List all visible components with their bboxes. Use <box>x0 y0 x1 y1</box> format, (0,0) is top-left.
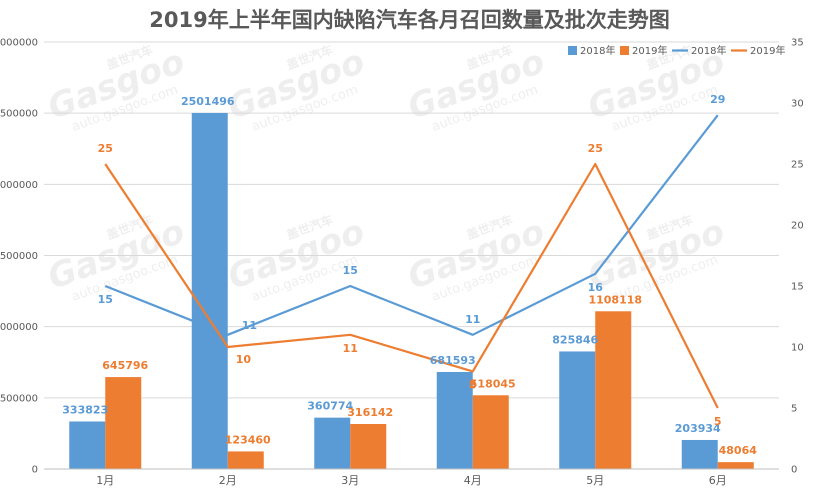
chart-title: 2019年上半年国内缺陷汽车各月召回数量及批次走势图 <box>149 8 670 32</box>
line-data-label: 5 <box>714 415 722 428</box>
legend: 2018年 2019年 2018年 2019年 <box>568 44 785 57</box>
y-left-tick-label: 1500000 <box>0 251 38 262</box>
bar <box>595 311 632 469</box>
y-left-tick-label: 2500000 <box>0 109 38 120</box>
bar-data-label: 316142 <box>347 406 393 419</box>
y-left-tick-label: 0 <box>32 465 38 476</box>
line-data-label: 11 <box>465 313 480 326</box>
bar-data-label: 360774 <box>307 400 353 413</box>
x-tick-label: 1月 <box>96 474 114 487</box>
legend-swatch <box>568 46 577 55</box>
x-axis: 1月 2月 3月 4月 5月 6月 <box>44 468 779 487</box>
legend-label: 2018年 <box>691 44 726 57</box>
y-axis-left: 0 500000 1000000 1500000 2000000 2500000 30000… <box>0 38 38 476</box>
bar <box>191 112 228 469</box>
y-right-tick-label: 25 <box>791 160 804 171</box>
bar-data-label: 645796 <box>102 359 148 372</box>
y-right-tick-label: 10 <box>791 343 804 354</box>
x-tick-label: 4月 <box>464 474 482 487</box>
line-data-label: 11 <box>242 319 257 332</box>
line-data-label: 11 <box>343 342 358 355</box>
bar <box>227 451 264 469</box>
bar <box>69 421 106 469</box>
legend-label: 2019年 <box>632 44 667 57</box>
line-data-label: 10 <box>236 353 252 366</box>
y-right-tick-label: 20 <box>791 221 804 232</box>
data-labels: 333823 2501496 360774 681593 825846 203934 645… <box>62 93 757 457</box>
line-data-label: 29 <box>710 93 725 106</box>
bar <box>472 395 509 469</box>
line-data-label: 16 <box>588 281 604 294</box>
series-line <box>104 162 719 409</box>
line-data-label: 15 <box>343 264 358 277</box>
x-tick-label: 3月 <box>341 474 359 487</box>
bar <box>717 462 754 469</box>
y-axis-right: 0 5 10 15 20 25 30 35 <box>791 38 804 476</box>
bar-data-label: 825846 <box>552 333 598 346</box>
bar <box>314 417 351 469</box>
legend-swatch <box>620 46 629 55</box>
y-left-tick-label: 500000 <box>0 393 38 404</box>
line-data-label: 8 <box>469 378 477 391</box>
x-tick-label: 5月 <box>586 474 604 487</box>
line-data-label: 25 <box>588 142 603 155</box>
line-data-label: 15 <box>98 293 113 306</box>
y-right-tick-label: 0 <box>791 465 797 476</box>
x-tick-label: 2月 <box>219 474 237 487</box>
line-series <box>104 114 719 409</box>
bar-data-label: 2501496 <box>181 95 235 108</box>
bar-data-label: 203934 <box>675 422 721 435</box>
bar <box>681 439 718 469</box>
y-left-tick-label: 2000000 <box>0 180 38 191</box>
bar <box>350 424 387 469</box>
y-right-tick-label: 35 <box>791 38 804 49</box>
bar-data-label: 681593 <box>430 354 476 367</box>
bar-data-label: 123460 <box>225 433 271 446</box>
bar-data-label: 48064 <box>719 444 758 457</box>
bar-data-label: 333823 <box>62 403 108 416</box>
bar <box>105 377 142 469</box>
series-line <box>104 114 719 336</box>
bar <box>559 351 596 469</box>
y-left-tick-label: 3000000 <box>0 38 38 49</box>
legend-label: 2019年 <box>750 44 785 57</box>
y-left-tick-label: 1000000 <box>0 322 38 333</box>
bar-series <box>69 112 754 469</box>
x-tick-label: 6月 <box>709 474 727 487</box>
legend-label: 2018年 <box>580 44 615 57</box>
line-data-label: 25 <box>98 142 113 155</box>
y-right-tick-label: 15 <box>791 282 804 293</box>
bar-data-label: 1108118 <box>588 293 642 306</box>
bar-data-label: 518045 <box>470 377 516 390</box>
bar <box>436 371 473 469</box>
y-right-tick-label: 5 <box>791 404 797 415</box>
y-right-tick-label: 30 <box>791 99 804 110</box>
